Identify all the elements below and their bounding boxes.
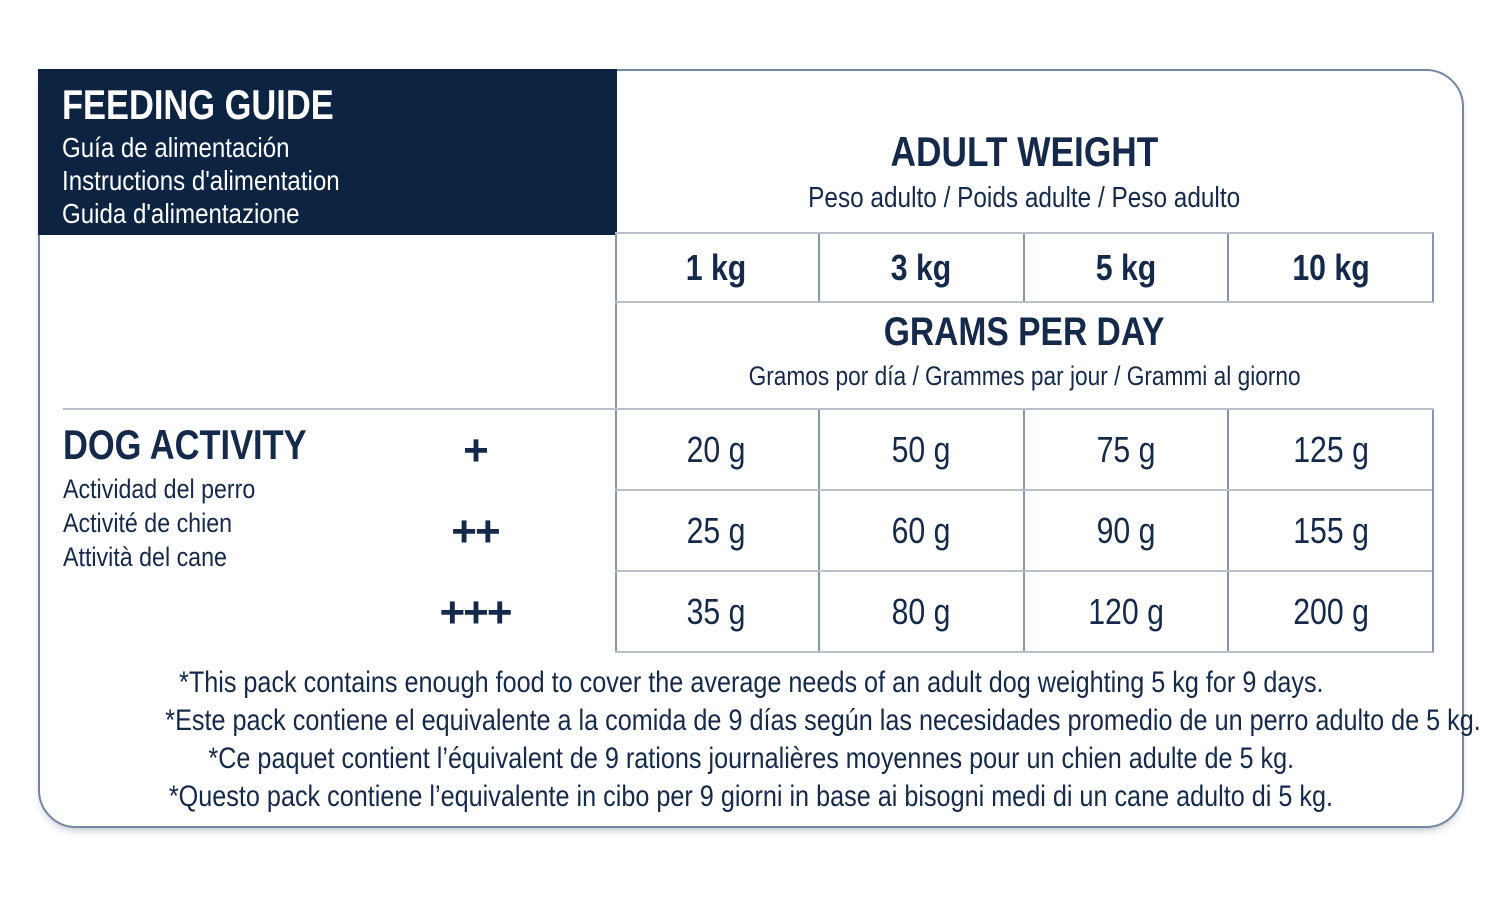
dog-activity-subtitle-es: Actividad del perro bbox=[63, 474, 256, 504]
activity-level-column: + ++ +++ bbox=[420, 410, 530, 653]
footnote-es: *Este pack contiene el equivalente a la … bbox=[165, 704, 1481, 737]
grams-section-divider bbox=[63, 408, 1434, 410]
feeding-guide-subtitle-es: Guía de alimentación bbox=[62, 132, 290, 163]
table-row: 25 g 60 g 90 g 155 g bbox=[615, 489, 1432, 570]
cell-high-10kg: 200 g bbox=[1227, 572, 1432, 651]
dog-activity-subtitle-it: Attività del cane bbox=[63, 542, 227, 572]
grams-per-day-subtitle: Gramos por día / Grammes par jour / Gram… bbox=[748, 361, 1301, 391]
cell-low-3kg: 50 g bbox=[817, 410, 1023, 489]
cell-medium-10kg: 155 g bbox=[1227, 491, 1432, 570]
dog-activity-header: DOG ACTIVITY Actividad del perro Activit… bbox=[63, 423, 360, 574]
feeding-guide-subtitles: Guía de alimentación Instructions d'alim… bbox=[62, 131, 617, 230]
weight-col-10kg: 10 kg bbox=[1227, 234, 1432, 301]
footnote-en: *This pack contains enough food to cover… bbox=[178, 666, 1324, 699]
dog-activity-subtitle-fr: Activité de chien bbox=[63, 508, 233, 538]
cell-medium-1kg: 25 g bbox=[686, 509, 746, 551]
cell-high-3kg: 80 g bbox=[817, 572, 1023, 651]
table-row: 35 g 80 g 120 g 200 g bbox=[615, 570, 1432, 651]
cell-high-1kg: 35 g bbox=[686, 590, 746, 632]
adult-weight-header: ADULT WEIGHT Peso adulto / Poids adulte … bbox=[615, 129, 1434, 215]
grams-per-day-title: GRAMS PER DAY bbox=[884, 310, 1165, 354]
activity-level-medium: ++ bbox=[451, 506, 500, 556]
table-left-border bbox=[615, 232, 617, 653]
footnote-it: *Questo pack contiene l’equivalente in c… bbox=[168, 780, 1334, 813]
feeding-guide-title-text: FEEDING GUIDE bbox=[62, 81, 334, 128]
dog-activity-title: DOG ACTIVITY bbox=[63, 421, 307, 468]
adult-weight-subtitle: Peso adulto / Poids adulte / Peso adulto bbox=[808, 182, 1241, 214]
weight-columns-row: 1 kg 3 kg 5 kg 10 kg bbox=[615, 232, 1434, 303]
activity-level-high: +++ bbox=[439, 587, 512, 637]
feeding-guide-subtitle-it: Guida d'alimentazione bbox=[62, 198, 300, 229]
cell-low-5kg: 75 g bbox=[1022, 410, 1228, 489]
footnote-fr: *Ce paquet contient l’équivalent de 9 ra… bbox=[208, 742, 1294, 775]
weight-col-1kg: 1 kg bbox=[686, 246, 747, 288]
cell-high-5kg: 120 g bbox=[1022, 572, 1228, 651]
cell-low-1kg: 20 g bbox=[686, 428, 746, 470]
adult-weight-title: ADULT WEIGHT bbox=[890, 128, 1159, 175]
feeding-guide-title: FEEDING GUIDE bbox=[62, 83, 617, 127]
weight-col-3kg: 3 kg bbox=[817, 234, 1023, 301]
table-row: 20 g 50 g 75 g 125 g bbox=[615, 410, 1432, 489]
feeding-guide-subtitle-fr: Instructions d'alimentation bbox=[62, 165, 340, 196]
grams-table: 20 g 50 g 75 g 125 g 25 g 60 g 90 g 155 … bbox=[615, 410, 1434, 653]
weight-col-5kg: 5 kg bbox=[1022, 234, 1228, 301]
grams-per-day-header: GRAMS PER DAY Gramos por día / Grammes p… bbox=[615, 309, 1434, 392]
cell-medium-3kg: 60 g bbox=[817, 491, 1023, 570]
feeding-guide-card: FEEDING GUIDE Guía de alimentación Instr… bbox=[38, 69, 1481, 828]
activity-level-low: + bbox=[463, 425, 489, 475]
footnotes: *This pack contains enough food to cover… bbox=[40, 664, 1481, 816]
cell-medium-5kg: 90 g bbox=[1022, 491, 1228, 570]
cell-low-10kg: 125 g bbox=[1227, 410, 1432, 489]
feeding-guide-header: FEEDING GUIDE Guía de alimentación Instr… bbox=[38, 69, 617, 235]
dog-activity-subtitles: Actividad del perro Activité de chien At… bbox=[63, 472, 360, 574]
